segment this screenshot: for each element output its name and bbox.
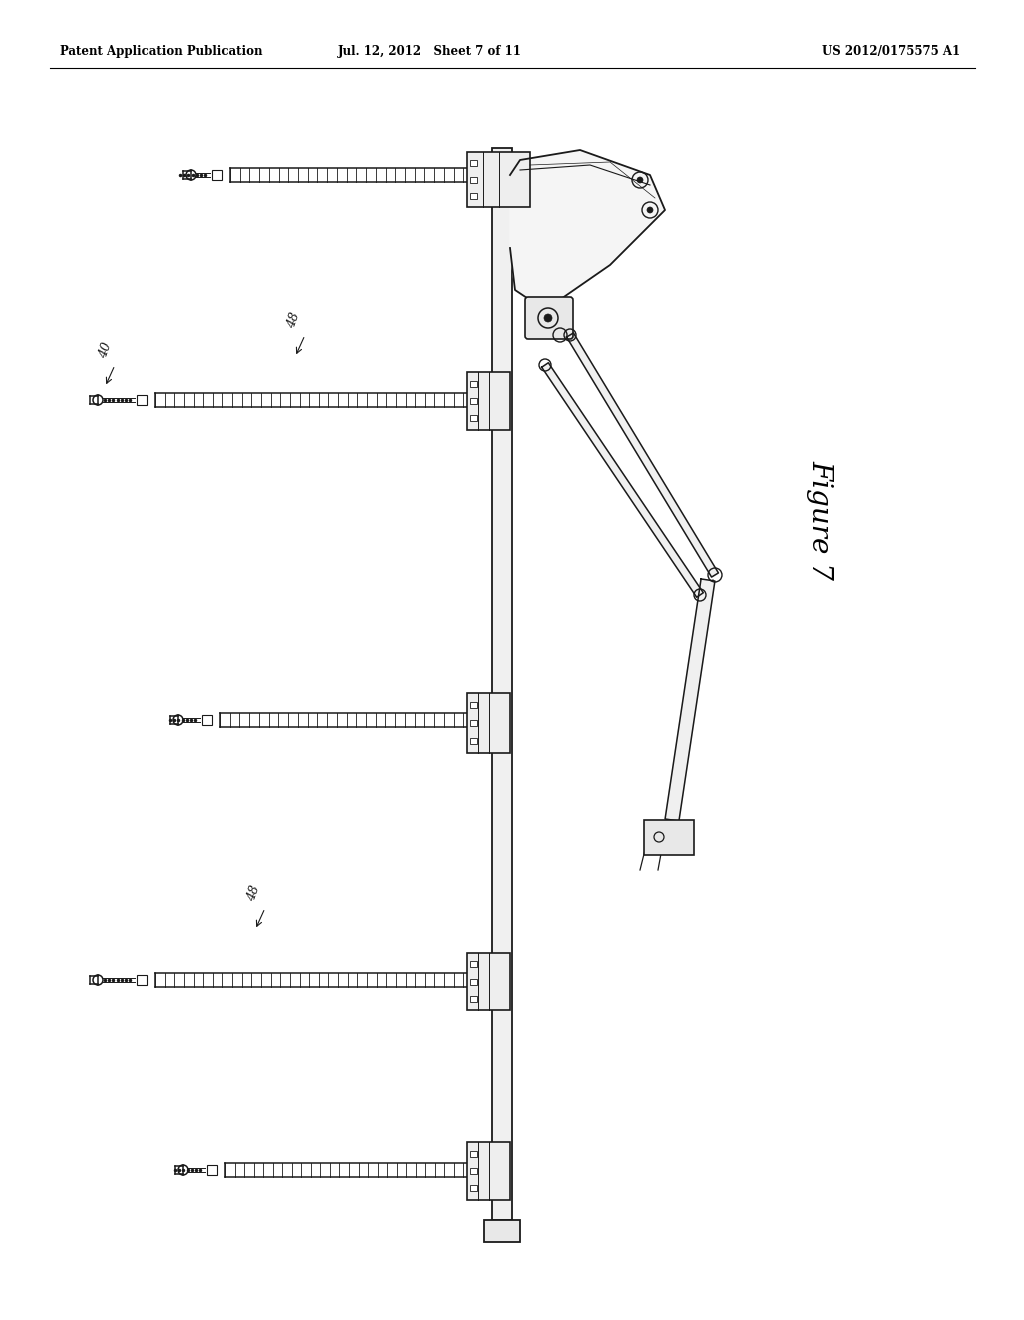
Bar	[207, 1166, 217, 1175]
Polygon shape	[665, 579, 715, 821]
Circle shape	[544, 314, 552, 322]
Polygon shape	[510, 150, 665, 310]
Text: Figure 7: Figure 7	[807, 461, 834, 579]
Polygon shape	[566, 333, 719, 577]
Circle shape	[647, 207, 653, 213]
Bar	[470, 193, 477, 199]
Text: 48: 48	[245, 883, 263, 903]
Bar	[470, 399, 477, 404]
Bar	[470, 177, 477, 182]
Bar	[470, 416, 477, 421]
Bar	[470, 702, 477, 708]
Bar	[484, 1220, 520, 1242]
Bar	[467, 693, 510, 752]
Bar	[470, 1185, 477, 1192]
Text: Patent Application Publication: Patent Application Publication	[60, 45, 262, 58]
Bar	[470, 719, 477, 726]
Circle shape	[637, 177, 643, 183]
Bar	[470, 1151, 477, 1156]
Bar	[202, 715, 212, 725]
Polygon shape	[542, 363, 703, 597]
Bar	[137, 975, 147, 985]
Bar	[492, 148, 512, 1220]
Bar	[470, 978, 477, 985]
FancyBboxPatch shape	[525, 297, 573, 339]
Bar	[470, 738, 477, 744]
Bar	[470, 995, 477, 1002]
Bar	[137, 395, 147, 405]
Text: 48: 48	[285, 310, 303, 330]
Bar	[470, 380, 477, 387]
Bar	[467, 953, 510, 1010]
Text: 40: 40	[97, 341, 115, 360]
Bar	[470, 1168, 477, 1173]
Text: US 2012/0175575 A1: US 2012/0175575 A1	[822, 45, 961, 58]
Bar	[467, 152, 530, 207]
Bar	[470, 961, 477, 968]
Text: Jul. 12, 2012   Sheet 7 of 11: Jul. 12, 2012 Sheet 7 of 11	[338, 45, 522, 58]
Bar	[467, 1142, 510, 1200]
Bar	[212, 170, 222, 180]
Bar	[470, 160, 477, 166]
Bar	[467, 372, 510, 430]
Bar	[644, 820, 694, 855]
